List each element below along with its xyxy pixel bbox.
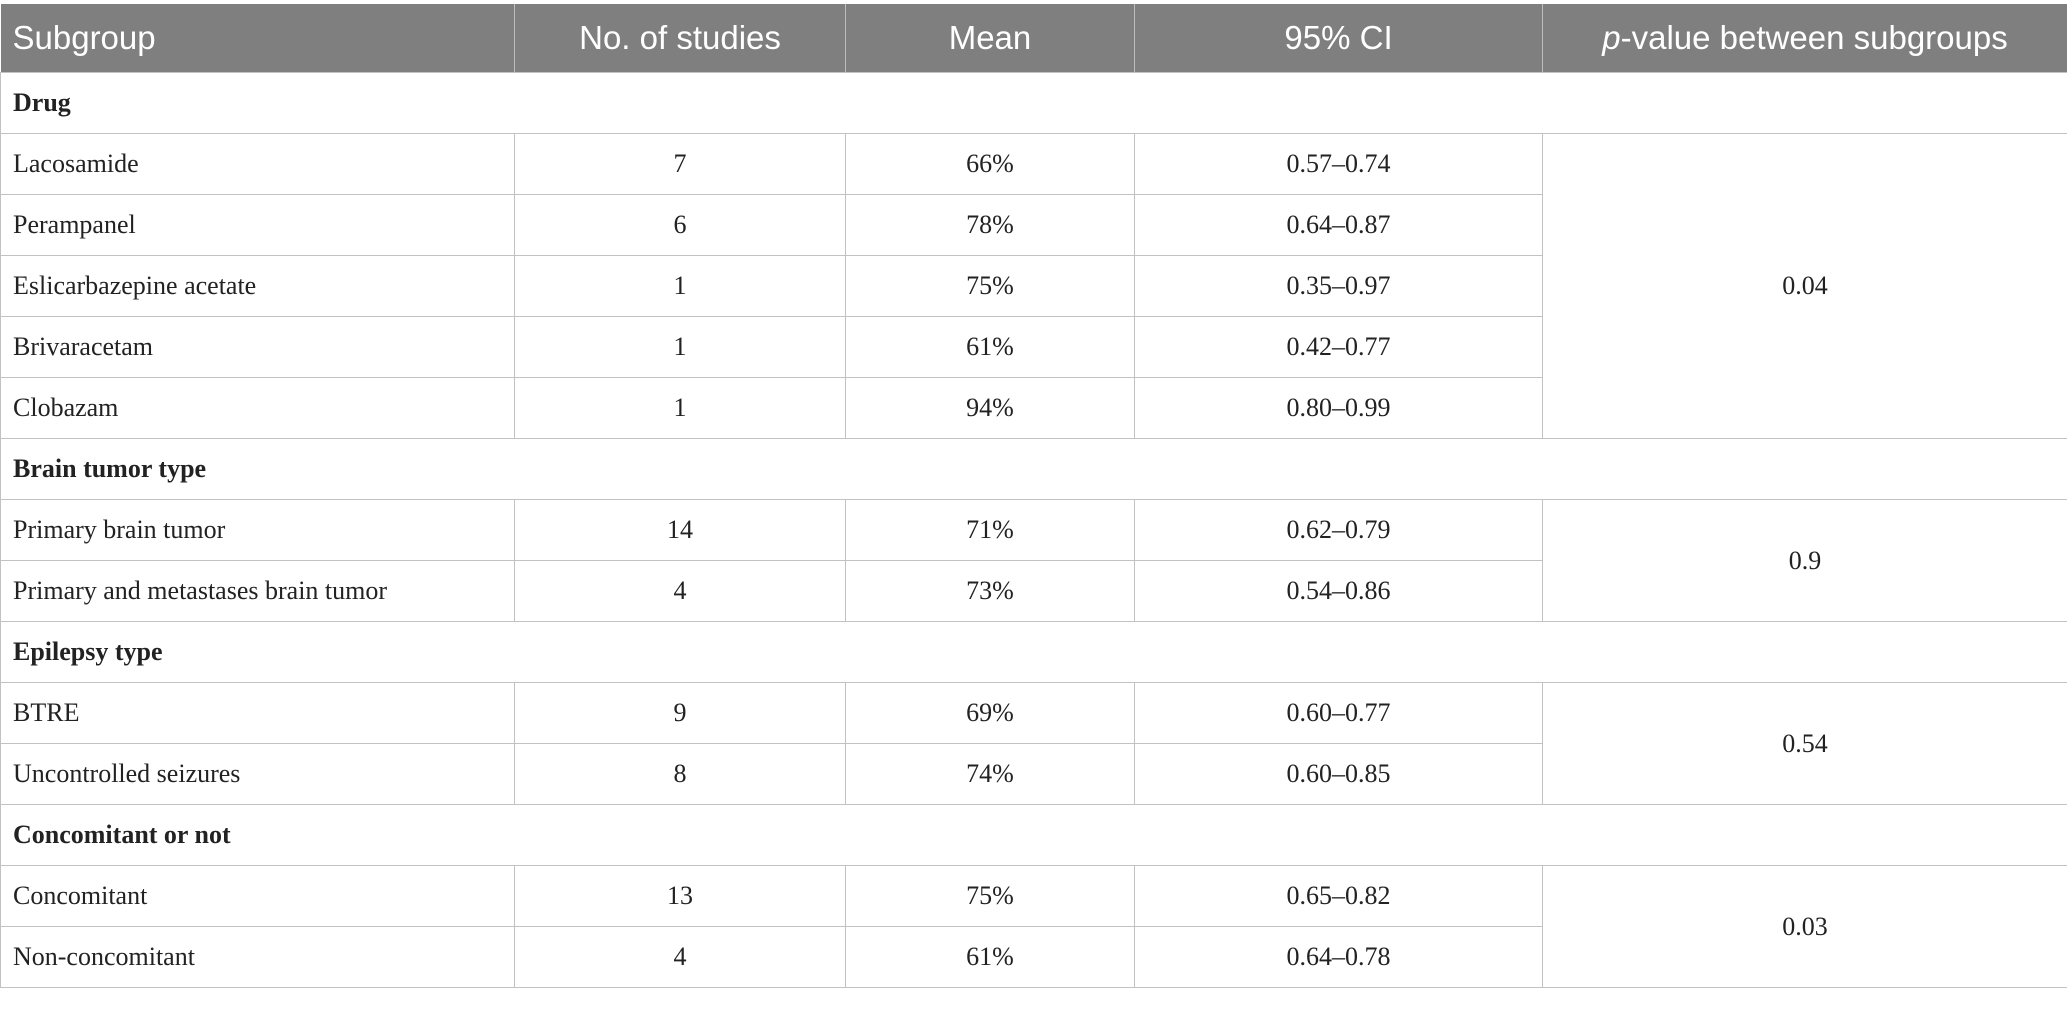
subgroup-name: BTRE (1, 683, 515, 744)
cell: 0.64–0.87 (1135, 195, 1543, 256)
p-value: 0.04 (1543, 134, 2067, 439)
group-row: Epilepsy type (1, 622, 2067, 683)
cell: 0.42–0.77 (1135, 317, 1543, 378)
p-value: 0.9 (1543, 500, 2067, 622)
group-row: Drug (1, 73, 2067, 134)
cell: 0.60–0.85 (1135, 744, 1543, 805)
column-header: Subgroup (1, 4, 515, 73)
header-italic: p (1602, 19, 1620, 56)
cell: 1 (515, 378, 846, 439)
subgroup-name: Brivaracetam (1, 317, 515, 378)
cell: 14 (515, 500, 846, 561)
cell: 4 (515, 561, 846, 622)
cell: 0.54–0.86 (1135, 561, 1543, 622)
column-header: Mean (846, 4, 1135, 73)
subgroup-name: Uncontrolled seizures (1, 744, 515, 805)
cell: 0.62–0.79 (1135, 500, 1543, 561)
subgroup-name: Primary and metastases brain tumor (1, 561, 515, 622)
group-label: Drug (1, 73, 2067, 134)
cell: 0.65–0.82 (1135, 866, 1543, 927)
cell: 13 (515, 866, 846, 927)
subgroup-name: Concomitant (1, 866, 515, 927)
cell: 1 (515, 256, 846, 317)
subgroup-name: Perampanel (1, 195, 515, 256)
cell: 69% (846, 683, 1135, 744)
cell: 7 (515, 134, 846, 195)
cell: 0.64–0.78 (1135, 927, 1543, 988)
p-value: 0.03 (1543, 866, 2067, 988)
header-text: -value between subgroups (1621, 19, 2008, 56)
column-header: p-value between subgroups (1543, 4, 2067, 73)
cell: 71% (846, 500, 1135, 561)
cell: 94% (846, 378, 1135, 439)
cell: 6 (515, 195, 846, 256)
cell: 73% (846, 561, 1135, 622)
cell: 4 (515, 927, 846, 988)
cell: 75% (846, 256, 1135, 317)
group-row: Brain tumor type (1, 439, 2067, 500)
cell: 0.57–0.74 (1135, 134, 1543, 195)
cell: 0.60–0.77 (1135, 683, 1543, 744)
subgroup-name: Non-concomitant (1, 927, 515, 988)
column-header: 95% CI (1135, 4, 1543, 73)
cell: 9 (515, 683, 846, 744)
cell: 1 (515, 317, 846, 378)
subgroup-name: Eslicarbazepine acetate (1, 256, 515, 317)
cell: 8 (515, 744, 846, 805)
cell: 61% (846, 317, 1135, 378)
cell: 75% (846, 866, 1135, 927)
cell: 66% (846, 134, 1135, 195)
p-value: 0.54 (1543, 683, 2067, 805)
group-label: Brain tumor type (1, 439, 2067, 500)
cell: 0.80–0.99 (1135, 378, 1543, 439)
subgroup-name: Clobazam (1, 378, 515, 439)
cell: 61% (846, 927, 1135, 988)
group-row: Concomitant or not (1, 805, 2067, 866)
column-header: No. of studies (515, 4, 846, 73)
cell: 78% (846, 195, 1135, 256)
cell: 74% (846, 744, 1135, 805)
group-label: Epilepsy type (1, 622, 2067, 683)
group-label: Concomitant or not (1, 805, 2067, 866)
subgroup-name: Lacosamide (1, 134, 515, 195)
subgroup-name: Primary brain tumor (1, 500, 515, 561)
cell: 0.35–0.97 (1135, 256, 1543, 317)
